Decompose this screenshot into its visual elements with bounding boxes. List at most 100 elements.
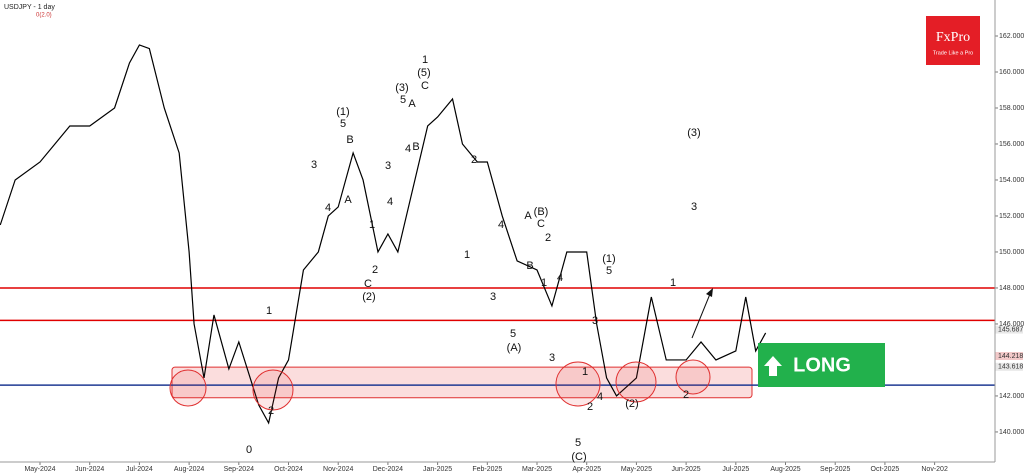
x-tick-label: Nov-2024 bbox=[323, 466, 353, 473]
price-tag bbox=[995, 325, 1023, 334]
wave-label: (2) bbox=[362, 291, 375, 303]
wave-label: C bbox=[364, 278, 372, 290]
y-tick-label: 158.000 bbox=[999, 105, 1024, 112]
wave-label: B bbox=[412, 141, 419, 153]
wave-label: (3) bbox=[395, 82, 408, 94]
wave-label: 1 bbox=[422, 54, 428, 66]
price-tag-label: 145.687 bbox=[998, 326, 1023, 333]
wave-label: 3 bbox=[311, 159, 317, 171]
up-arrow bbox=[764, 356, 782, 376]
x-tick-label: Jun-2024 bbox=[75, 466, 104, 473]
x-tick-label: May-2025 bbox=[621, 466, 652, 473]
wave-label: 0 bbox=[246, 444, 252, 456]
wave-label: 3 bbox=[691, 201, 697, 213]
arrow-head bbox=[706, 288, 713, 297]
wave-label: 3 bbox=[592, 315, 598, 327]
x-tick-label: May-2024 bbox=[24, 466, 55, 473]
wave-label: 5 bbox=[606, 265, 612, 277]
wave-label: (C) bbox=[571, 451, 586, 463]
wave-label: 3 bbox=[549, 352, 555, 364]
indicator-label: 0(2.0) bbox=[36, 13, 52, 19]
wave-label: 1 bbox=[464, 249, 470, 261]
support-zone bbox=[171, 366, 753, 399]
wave-label: 2 bbox=[471, 154, 477, 166]
wave-label: (2) bbox=[625, 398, 638, 410]
logo-brand: FxPro bbox=[936, 30, 970, 45]
x-tick-label: Aug-2025 bbox=[770, 466, 800, 473]
wave-label: 2 bbox=[545, 232, 551, 244]
x-tick-label: Jul-2025 bbox=[722, 466, 749, 473]
highlight-circle bbox=[252, 369, 294, 411]
wave-label: 3 bbox=[490, 291, 496, 303]
wave-label: 2 bbox=[683, 389, 689, 401]
wave-label: 1 bbox=[582, 366, 588, 378]
wave-label: 4 bbox=[325, 202, 331, 214]
wave-label: (A) bbox=[507, 342, 522, 354]
x-tick-label: Mar-2025 bbox=[522, 466, 552, 473]
y-tick-label: 156.000 bbox=[999, 141, 1024, 148]
symbol-label: USDJPY - 1 day bbox=[4, 4, 55, 11]
wave-label: 2 bbox=[372, 264, 378, 276]
wave-label: A bbox=[524, 210, 532, 222]
x-tick-label: Oct-2025 bbox=[871, 466, 900, 473]
x-tick-label: Nov-202 bbox=[921, 466, 948, 473]
wave-label: B bbox=[346, 134, 353, 146]
wave-label: 1 bbox=[266, 305, 272, 317]
wave-label: (B) bbox=[534, 206, 549, 218]
wave-label: 1 bbox=[541, 277, 547, 289]
wave-label: 4 bbox=[557, 272, 563, 284]
highlight-circle bbox=[615, 361, 657, 403]
highlight-circle bbox=[555, 361, 601, 407]
wave-label: 4 bbox=[405, 143, 411, 155]
price-tag bbox=[995, 352, 1023, 361]
wave-label: (1) bbox=[602, 253, 615, 265]
wave-label: (1) bbox=[336, 106, 349, 118]
y-tick-label: 150.000 bbox=[999, 249, 1024, 256]
long-badge: LONG bbox=[758, 343, 885, 387]
y-tick-label: 148.000 bbox=[999, 285, 1024, 292]
highlight-circle bbox=[675, 359, 711, 395]
wave-label: (3) bbox=[687, 127, 700, 139]
wave-label: 1 bbox=[369, 219, 375, 231]
wave-label: (5) bbox=[417, 67, 430, 79]
x-tick-label: Oct-2024 bbox=[274, 466, 303, 473]
wave-label: 4 bbox=[498, 219, 504, 231]
wave-label: 2 bbox=[268, 405, 274, 417]
price-tag-label: 144.218 bbox=[998, 353, 1023, 360]
y-tick-label: 160.000 bbox=[999, 69, 1024, 76]
x-tick-label: Dec-2024 bbox=[373, 466, 403, 473]
circles bbox=[169, 359, 711, 411]
x-tick-label: Jan-2025 bbox=[423, 466, 452, 473]
price-tag bbox=[995, 362, 1023, 371]
logo-box bbox=[926, 16, 980, 65]
y-tick-label: 142.000 bbox=[999, 393, 1024, 400]
x-tick-label: Feb-2025 bbox=[472, 466, 502, 473]
logo: FxPro Trade Like a Pro bbox=[926, 16, 980, 65]
wave-label: 5 bbox=[510, 328, 516, 340]
y-tick-label: 154.000 bbox=[999, 177, 1024, 184]
highlight-circle bbox=[169, 369, 207, 407]
wave-label: C bbox=[537, 218, 545, 230]
y-tick-label: 152.000 bbox=[999, 213, 1024, 220]
wave-label: 4 bbox=[597, 391, 603, 403]
wave-label: A bbox=[344, 194, 352, 206]
wave-label: 5 bbox=[340, 118, 346, 130]
logo-tagline: Trade Like a Pro bbox=[933, 50, 973, 56]
x-tick-label: Apr-2025 bbox=[572, 466, 601, 473]
wave-label: 5 bbox=[400, 94, 406, 106]
wave-label: C bbox=[421, 80, 429, 92]
x-tick-label: Aug-2024 bbox=[174, 466, 204, 473]
plot-area bbox=[0, 35, 1023, 465]
x-tick-label: Sep-2025 bbox=[820, 466, 850, 473]
x-tick-label: Jun-2025 bbox=[672, 466, 701, 473]
wave-label: 5 bbox=[575, 437, 581, 449]
price-tag-label: 143.618 bbox=[998, 364, 1023, 371]
wave-label: A bbox=[408, 98, 416, 110]
wave-label: 1 bbox=[670, 277, 676, 289]
y-tick-label: 162.000 bbox=[999, 33, 1024, 40]
wave-label: 3 bbox=[385, 160, 391, 172]
y-tick-label: 140.000 bbox=[999, 429, 1024, 436]
